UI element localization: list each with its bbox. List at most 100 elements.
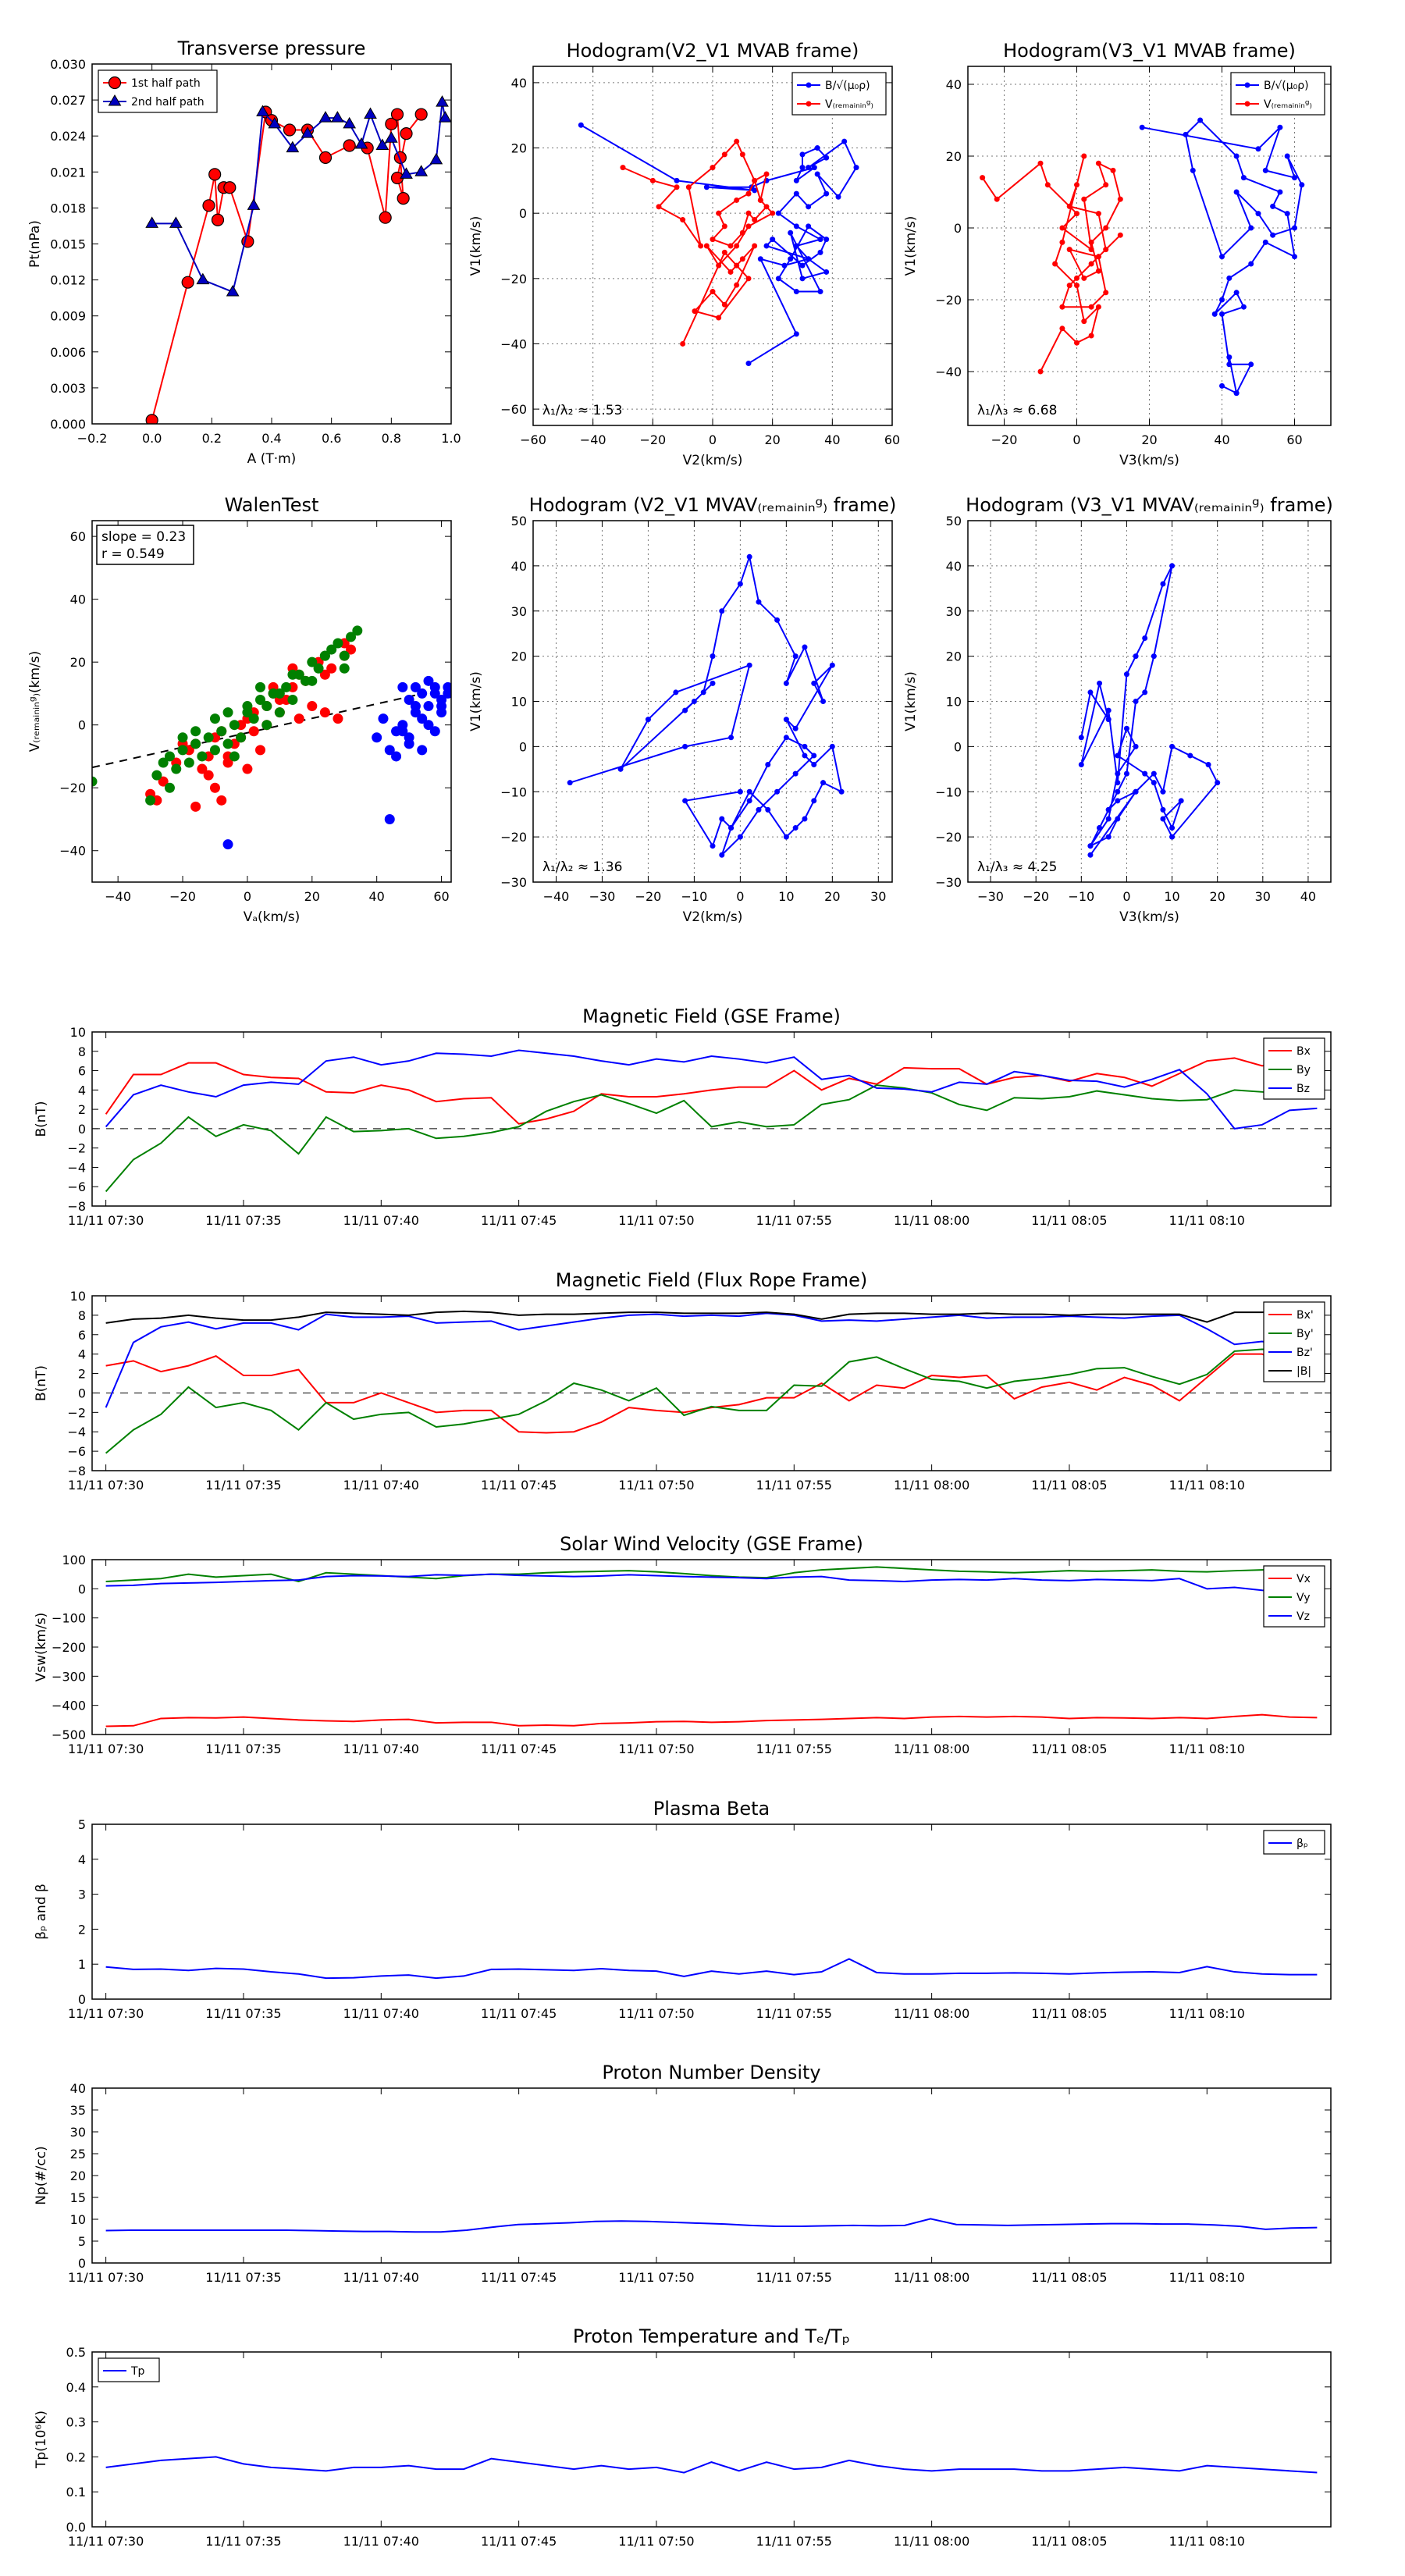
data-point xyxy=(423,720,434,731)
data-point xyxy=(379,211,392,224)
data-point xyxy=(1133,699,1139,704)
data-point xyxy=(765,806,771,813)
y-tick-label: 30 xyxy=(511,604,527,619)
legend-box xyxy=(1230,72,1325,116)
y-tick-label: 8 xyxy=(78,1044,86,1059)
x-tick-label: 11/11 08:00 xyxy=(894,2006,969,2021)
data-point xyxy=(397,720,408,731)
data-point xyxy=(823,269,830,275)
y-axis-label: B(nT) xyxy=(34,1365,49,1401)
data-point xyxy=(806,223,812,229)
data-point xyxy=(1037,368,1044,375)
plot-area xyxy=(105,1310,1318,1454)
data-point xyxy=(1255,146,1261,152)
data-point xyxy=(792,770,799,777)
data-point xyxy=(1105,806,1112,813)
x-tick-label: 10 xyxy=(1164,889,1179,904)
data-point xyxy=(1103,290,1109,296)
data-point xyxy=(1226,275,1232,281)
x-tick-label: 11/11 08:05 xyxy=(1031,1742,1107,1756)
plot-area xyxy=(567,553,845,858)
y-tick-label: 0.003 xyxy=(50,381,86,396)
y-tick-label: 100 xyxy=(62,1553,86,1567)
data-point xyxy=(384,131,398,143)
data-point xyxy=(620,165,626,171)
x-tick-label: 40 xyxy=(824,432,840,447)
data-point xyxy=(181,276,194,289)
y-tick-label: −10 xyxy=(500,785,527,799)
data-point xyxy=(375,138,389,150)
data-point xyxy=(721,223,727,229)
data-point xyxy=(763,171,770,177)
data-point xyxy=(673,689,679,696)
y-tick-label: 0.024 xyxy=(50,129,86,144)
x-tick-label: 11/11 07:50 xyxy=(618,1213,694,1228)
y-tick-label: 25 xyxy=(70,2147,86,2161)
y-axis-label: V1(km/s) xyxy=(903,216,919,276)
plot-area xyxy=(980,117,1305,397)
legend-marker xyxy=(108,76,122,90)
data-point xyxy=(339,663,350,674)
data-point xyxy=(438,111,451,123)
y-tick-label: 0.006 xyxy=(50,345,86,360)
data-point xyxy=(792,725,799,731)
data-point xyxy=(721,249,727,255)
data-point xyxy=(1117,232,1123,238)
data-point xyxy=(229,751,240,762)
data-point xyxy=(727,243,734,249)
data-point xyxy=(682,707,688,713)
x-tick-label: 11/11 08:10 xyxy=(1169,1478,1245,1493)
data-point xyxy=(1183,131,1189,137)
data-point xyxy=(1066,203,1072,209)
data-point xyxy=(400,167,413,179)
x-tick-label: 40 xyxy=(1214,432,1229,447)
y-tick-label: 6 xyxy=(78,1328,86,1343)
y-tick-label: −200 xyxy=(52,1640,86,1655)
stats-line: slope = 0.23 xyxy=(101,529,186,545)
x-tick-label: 11/11 07:45 xyxy=(481,2534,557,2549)
data-point xyxy=(326,663,337,674)
data-point xyxy=(783,680,789,686)
data-point xyxy=(734,243,740,249)
x-tick-label: 11/11 07:30 xyxy=(68,2534,144,2549)
axes-frame xyxy=(967,66,1332,426)
y-tick-label: 0 xyxy=(78,1386,86,1400)
data-point xyxy=(1105,816,1112,822)
y-tick-label: 0 xyxy=(78,718,86,733)
data-point xyxy=(1142,689,1148,696)
x-tick-label: 0.4 xyxy=(261,431,281,446)
data-point xyxy=(1115,780,1121,786)
y-tick-label: 8 xyxy=(78,1308,86,1323)
data-point xyxy=(307,675,318,686)
x-tick-label: 11/11 08:10 xyxy=(1169,2534,1245,2549)
data-point xyxy=(196,272,210,285)
axes-frame xyxy=(91,1031,1332,1207)
data-point xyxy=(817,289,823,295)
x-tick-label: 30 xyxy=(1255,889,1271,904)
data-point xyxy=(1233,290,1240,296)
data-point xyxy=(1095,304,1101,310)
data-point xyxy=(793,289,799,295)
plot-area xyxy=(92,625,451,850)
data-point xyxy=(680,340,686,347)
x-tick-label: 11/11 07:45 xyxy=(481,1742,557,1756)
y-axis-label: V₍ᵣₑₘₐᵢₙᵢₙᵍ₎(km/s) xyxy=(27,651,43,752)
chart-pt: Transverse pressure −0.2 0.0 0.2 0.4 0.6 0.8 1.… xyxy=(27,37,461,467)
data-point xyxy=(343,116,357,129)
y-tick-label: 20 xyxy=(946,149,962,164)
data-point xyxy=(1103,247,1109,253)
data-point xyxy=(710,680,716,686)
y-tick-label: 50 xyxy=(946,514,962,528)
data-point xyxy=(183,757,194,768)
data-point xyxy=(339,650,350,661)
x-tick-label: −10 xyxy=(1068,889,1094,904)
data-point xyxy=(1169,743,1176,749)
stats-line: r = 0.549 xyxy=(101,546,165,562)
series-line xyxy=(105,1348,1318,1454)
y-tick-label: 4 xyxy=(78,1347,86,1362)
y-tick-label: 20 xyxy=(511,649,527,664)
x-tick-label: 11/11 07:55 xyxy=(756,1478,832,1493)
data-point xyxy=(1270,232,1276,238)
legend-marker xyxy=(1244,82,1250,88)
x-tick-label: 11/11 07:30 xyxy=(68,2270,144,2285)
